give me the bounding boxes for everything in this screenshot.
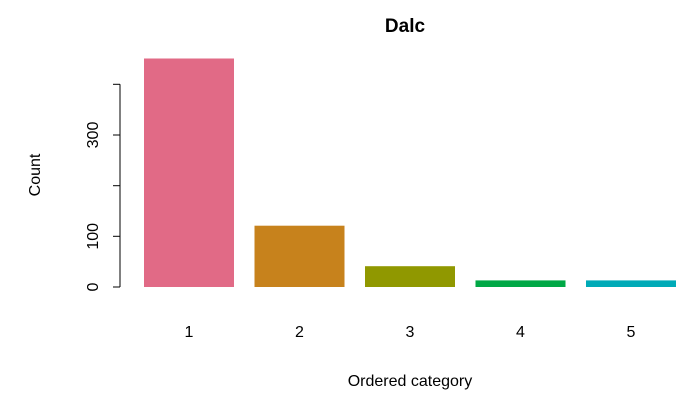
- bar-2: [254, 225, 345, 287]
- y-axis: 0 100 300: [85, 83, 121, 291]
- x-tick-label-5: 5: [627, 324, 636, 341]
- x-tick-label-2: 2: [295, 324, 304, 341]
- y-tick-label-100: 100: [85, 223, 102, 250]
- bar-4: [475, 280, 566, 287]
- chart-title: Dalc: [385, 16, 426, 37]
- y-axis-label: Count: [27, 153, 44, 196]
- y-tick-label-300: 300: [85, 122, 102, 149]
- bar-3: [365, 266, 455, 287]
- bar-5: [586, 280, 676, 287]
- x-tick-labels: 1 2 3 4 5: [185, 324, 636, 341]
- x-tick-label-4: 4: [516, 324, 525, 341]
- x-tick-label-1: 1: [185, 324, 194, 341]
- bars-group: [144, 58, 676, 287]
- bar-1: [144, 58, 234, 287]
- y-tick-label-0: 0: [85, 282, 102, 291]
- x-tick-label-3: 3: [406, 324, 415, 341]
- x-axis-label: Ordered category: [348, 373, 473, 390]
